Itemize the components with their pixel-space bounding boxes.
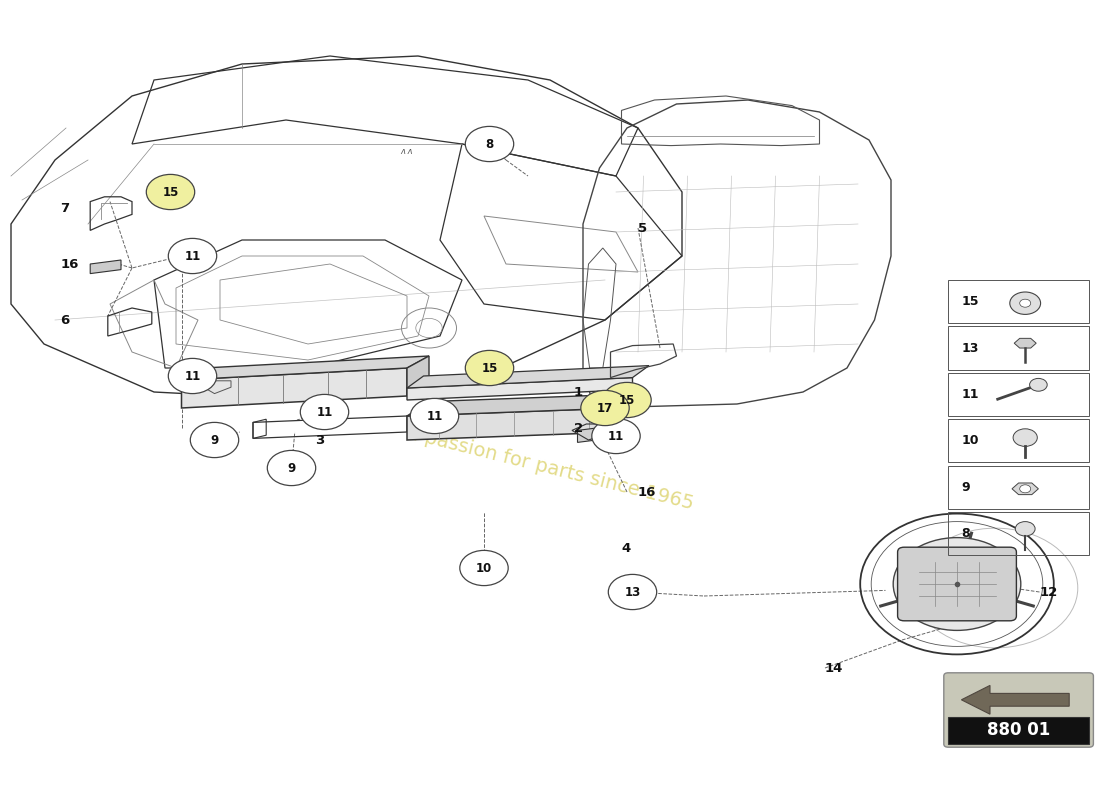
Text: 15: 15 xyxy=(482,362,497,374)
Text: 7: 7 xyxy=(60,202,69,214)
Circle shape xyxy=(1015,522,1035,536)
Bar xyxy=(948,326,1089,370)
Bar xyxy=(948,280,1089,323)
Circle shape xyxy=(300,394,349,430)
Circle shape xyxy=(581,390,629,426)
Circle shape xyxy=(168,358,217,394)
Circle shape xyxy=(267,450,316,486)
Circle shape xyxy=(146,174,195,210)
Circle shape xyxy=(168,238,217,274)
Text: 16: 16 xyxy=(638,486,657,498)
Bar xyxy=(948,466,1089,509)
Circle shape xyxy=(592,418,640,454)
Bar xyxy=(948,373,1089,416)
Circle shape xyxy=(608,574,657,610)
Circle shape xyxy=(893,538,1021,630)
Circle shape xyxy=(1020,299,1031,307)
Text: 13: 13 xyxy=(625,586,640,598)
Text: 8: 8 xyxy=(485,138,494,150)
Text: 11: 11 xyxy=(185,370,200,382)
Bar xyxy=(948,512,1089,555)
Text: 5: 5 xyxy=(638,222,647,234)
Polygon shape xyxy=(182,368,407,408)
Bar xyxy=(948,419,1089,462)
Polygon shape xyxy=(1012,483,1038,494)
Polygon shape xyxy=(407,394,644,416)
Text: 16: 16 xyxy=(60,258,79,270)
Text: 15: 15 xyxy=(619,394,635,406)
Circle shape xyxy=(1013,429,1037,446)
Text: 11: 11 xyxy=(317,406,332,418)
Text: 11: 11 xyxy=(608,430,624,442)
Polygon shape xyxy=(578,427,603,442)
Text: 9: 9 xyxy=(210,434,219,446)
Text: 11: 11 xyxy=(427,410,442,422)
Circle shape xyxy=(465,126,514,162)
Circle shape xyxy=(1020,485,1031,493)
Circle shape xyxy=(1030,378,1047,391)
Text: 3: 3 xyxy=(316,434,324,446)
FancyBboxPatch shape xyxy=(944,673,1093,747)
Text: 8: 8 xyxy=(961,527,970,540)
Polygon shape xyxy=(182,356,429,380)
Text: 11: 11 xyxy=(185,250,200,262)
Polygon shape xyxy=(407,356,429,396)
Text: 13: 13 xyxy=(961,342,979,354)
Text: 15: 15 xyxy=(163,186,178,198)
Text: 4: 4 xyxy=(621,542,630,554)
Text: 17: 17 xyxy=(597,402,613,414)
Polygon shape xyxy=(1014,338,1036,348)
Polygon shape xyxy=(90,260,121,274)
Polygon shape xyxy=(407,408,622,440)
Polygon shape xyxy=(407,366,649,388)
Text: 10: 10 xyxy=(476,562,492,574)
FancyBboxPatch shape xyxy=(898,547,1016,621)
Text: 9: 9 xyxy=(961,481,970,494)
Text: 1: 1 xyxy=(574,386,583,398)
Text: ᴧ ᴧ: ᴧ ᴧ xyxy=(400,147,414,157)
Circle shape xyxy=(1010,292,1041,314)
Text: 6: 6 xyxy=(60,314,69,326)
Circle shape xyxy=(465,350,514,386)
Text: 2: 2 xyxy=(574,422,583,434)
Text: 880 01: 880 01 xyxy=(987,722,1050,739)
Text: 15: 15 xyxy=(961,295,979,308)
Circle shape xyxy=(603,382,651,418)
Bar xyxy=(948,717,1089,744)
Circle shape xyxy=(410,398,459,434)
Text: a passion for parts since 1965: a passion for parts since 1965 xyxy=(405,423,695,513)
Circle shape xyxy=(190,422,239,458)
Polygon shape xyxy=(407,378,632,400)
Text: 11: 11 xyxy=(961,388,979,401)
Text: 10: 10 xyxy=(961,434,979,447)
Text: 14: 14 xyxy=(825,662,844,674)
Text: 12: 12 xyxy=(1040,586,1058,598)
Text: 9: 9 xyxy=(287,462,296,474)
Polygon shape xyxy=(961,686,1069,714)
Circle shape xyxy=(460,550,508,586)
